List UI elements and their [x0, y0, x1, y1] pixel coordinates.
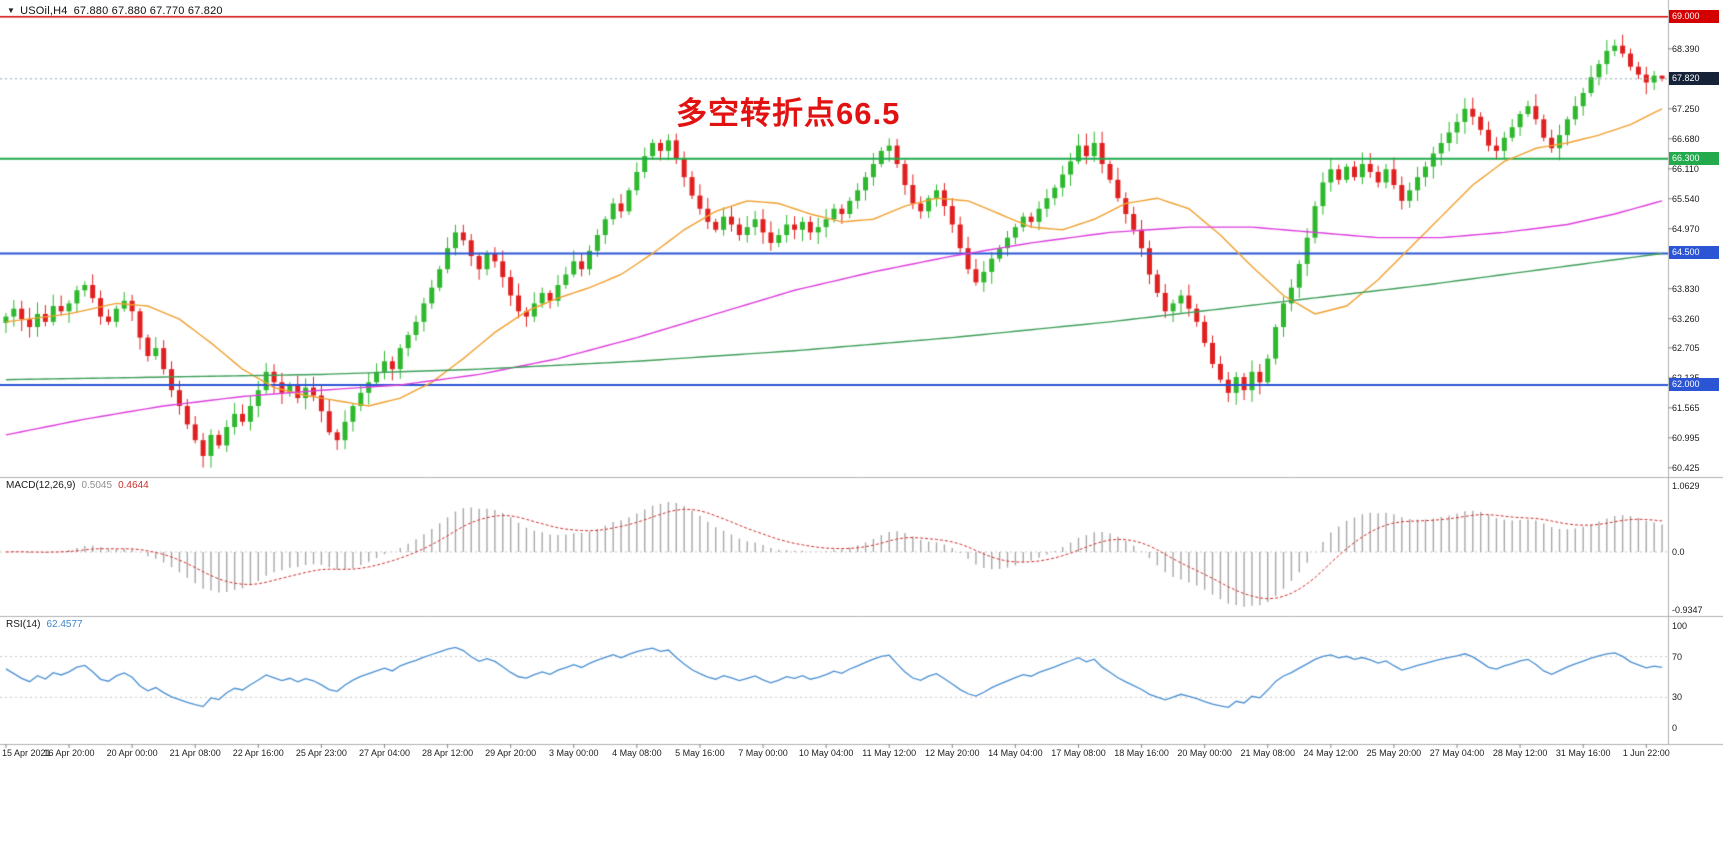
price-axis-label: 60.425 — [1672, 462, 1700, 473]
time-axis-label: 11 May 12:00 — [862, 748, 917, 758]
time-axis-label: 1 Jun 22:00 — [1622, 748, 1670, 758]
price-level-badge: 62.000 — [1669, 377, 1719, 391]
time-axis-label: 12 May 20:00 — [925, 748, 980, 758]
collapse-arrow-icon[interactable]: ▼ — [7, 6, 16, 15]
price-axis-label: 65.540 — [1672, 193, 1700, 204]
macd-scale-label: -0.9347 — [1672, 605, 1703, 615]
rsi-scale-label: 30 — [1672, 692, 1683, 703]
time-axis-label: 21 Apr 08:00 — [169, 748, 221, 758]
rsi-indicator-label: RSI(14) 62.4577 — [6, 619, 89, 630]
time-axis-label: 3 May 00:00 — [548, 748, 599, 758]
price-axis-label: 68.390 — [1672, 43, 1700, 54]
time-axis-label: 28 Apr 12:00 — [422, 748, 474, 758]
price-axis-label: 61.565 — [1672, 402, 1700, 413]
time-axis-label: 20 Apr 00:00 — [106, 748, 158, 758]
time-axis-label: 18 May 16:00 — [1114, 748, 1169, 758]
price-axis-label: 63.830 — [1672, 283, 1700, 294]
time-axis-label: 7 May 00:00 — [738, 748, 788, 758]
rsi-scale-label: 0 — [1672, 723, 1678, 733]
macd-scale-label: 1.0629 — [1672, 481, 1700, 491]
price-axis-label: 62.135 — [1672, 373, 1700, 383]
macd-scale-label: 0.0 — [1672, 546, 1685, 557]
chart-symbol-period: USOil,H4 — [20, 5, 68, 17]
time-axis-label: 28 May 12:00 — [1492, 748, 1548, 758]
macd-signal-value: 0.4644 — [118, 480, 149, 491]
rsi-scale-label: 70 — [1672, 651, 1683, 662]
price-level-badge: 66.300 — [1669, 151, 1719, 165]
time-axis-label: 31 May 16:00 — [1555, 748, 1611, 758]
macd-main-value: 0.5045 — [81, 480, 113, 491]
price-axis-label: 60.995 — [1672, 432, 1700, 443]
time-axis-label: 22 Apr 16:00 — [232, 748, 284, 758]
time-axis-label: 10 May 04:00 — [798, 748, 854, 758]
time-axis-label: 16 Apr 20:00 — [43, 748, 95, 758]
chart-title: ▼ USOil,H4 67.880 67.880 67.770 67.820 — [7, 5, 223, 17]
price-axis-label: 66.110 — [1672, 163, 1699, 174]
price-axis-label: 62.705 — [1672, 342, 1700, 353]
current-price-badge: 67.820 — [1669, 71, 1719, 85]
chart-annotation: 多空转折点66.5 — [676, 96, 901, 131]
rsi-value: 62.4577 — [46, 619, 83, 630]
time-axis-label: 29 Apr 20:00 — [485, 748, 537, 758]
price-level-badge: 69.000 — [1669, 9, 1719, 23]
price-level-badge: 64.500 — [1669, 246, 1719, 260]
price-axis-label: 67.250 — [1672, 103, 1700, 114]
rsi-scale-label: 100 — [1672, 621, 1688, 631]
time-axis-label: 27 May 04:00 — [1429, 748, 1485, 758]
time-axis-label: 27 Apr 04:00 — [358, 748, 410, 758]
time-axis-label: 25 May 20:00 — [1366, 748, 1422, 758]
rsi-name: RSI(14) — [6, 619, 41, 630]
price-axis-label: 66.680 — [1672, 133, 1700, 144]
time-axis-label: 5 May 16:00 — [675, 748, 725, 758]
time-axis-label: 21 May 08:00 — [1240, 748, 1296, 758]
price-axis-label: 64.970 — [1672, 223, 1700, 234]
price-axis-label: 63.260 — [1672, 313, 1700, 324]
chart-ohlc-values: 67.880 67.880 67.770 67.820 — [73, 5, 223, 17]
time-axis-label: 17 May 08:00 — [1051, 748, 1106, 758]
macd-indicator-label: MACD(12,26,9) 0.5045 0.4644 — [6, 480, 155, 491]
time-axis-label: 14 May 04:00 — [988, 748, 1043, 758]
macd-name: MACD(12,26,9) — [6, 480, 76, 491]
time-axis-label: 15 Apr 2021 — [2, 748, 51, 758]
time-axis-label: 24 May 12:00 — [1303, 748, 1359, 758]
time-axis-label: 25 Apr 23:00 — [295, 748, 347, 758]
time-axis-label: 4 May 08:00 — [612, 748, 662, 758]
time-axis-label: 20 May 00:00 — [1177, 748, 1232, 758]
